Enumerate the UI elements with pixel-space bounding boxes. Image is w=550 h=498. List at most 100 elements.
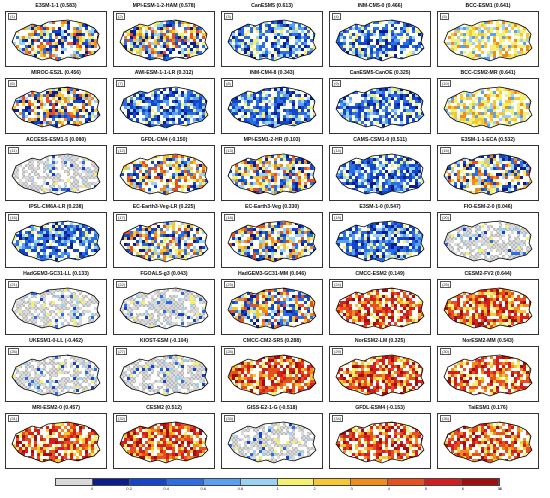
panel-model-name: CAMS-CSM1-0 <box>353 137 390 143</box>
plateau-map <box>227 287 317 330</box>
map-frame: (17) <box>113 212 215 268</box>
panel-model-name: EC-Earth3-Veg <box>245 204 282 210</box>
panel-model-name: FIO-ESM-2-0 <box>463 204 495 210</box>
plateau-outline <box>119 19 209 62</box>
panel-number: (19) <box>332 214 344 221</box>
legend-tick-label: 2 <box>313 486 316 491</box>
plateau-outline <box>11 86 101 129</box>
plateau-outline <box>335 86 425 129</box>
plateau-outline <box>11 220 101 263</box>
map-panel: CanESM5-CanOE (0.325) (9) <box>328 69 432 135</box>
panel-score: (-0.462) <box>63 338 83 344</box>
map-frame: (32) <box>113 413 215 469</box>
panel-score: (0.133) <box>70 271 89 277</box>
panel-title: INM-CM5-0 (0.466) <box>328 2 432 10</box>
map-panel: INM-CM5-0 (0.466) (4) <box>328 2 432 68</box>
plateau-map <box>119 153 209 196</box>
panel-title: EC-Earth3-Veg-LR (0.225) <box>112 203 216 211</box>
map-panel: CESM2-FV2 (0.644) (25) <box>436 270 540 336</box>
color-legend: 0 0.2 0.4 0.6 0.8 1 2 3 4 5 6 8 10 <box>55 478 502 491</box>
plateau-map <box>227 421 317 464</box>
panel-model-name: UKESM1-0-LL <box>29 338 64 344</box>
panel-score: (0.330) <box>281 204 299 210</box>
panel-model-name: BCC-ESM1 <box>465 3 493 9</box>
plateau-outline <box>119 287 209 330</box>
panel-number: (6) <box>8 80 17 87</box>
panel-score: (0.343) <box>276 70 295 76</box>
map-frame: (16) <box>5 212 107 268</box>
panel-score: (0.466) <box>384 3 403 9</box>
legend-swatch <box>203 479 241 485</box>
panel-number: (21) <box>8 281 20 288</box>
panel-number: (30) <box>440 348 452 355</box>
map-frame: (22) <box>113 279 215 335</box>
legend-tick-label: 8 <box>498 486 502 491</box>
panel-model-name: AWI-ESM-1-1-LR <box>134 70 176 76</box>
plateau-outline <box>119 421 209 464</box>
plateau-outline <box>335 220 425 263</box>
panel-score: (-0.104) <box>168 338 189 344</box>
plateau-map <box>11 287 101 330</box>
panel-number: (24) <box>332 281 344 288</box>
map-frame: (11) <box>5 145 107 201</box>
panel-title: NorESM2-LM (0.325) <box>328 337 432 345</box>
panel-model-name: FGOALS-g3 <box>140 271 170 277</box>
panel-number: (15) <box>440 147 452 154</box>
plateau-outline <box>443 354 533 397</box>
panel-number: (10) <box>440 80 452 87</box>
panel-number: (14) <box>332 147 344 154</box>
plateau-map <box>335 354 425 397</box>
panel-title: GISS-E2-1-G (-0.518) <box>220 404 324 412</box>
panel-title: BCC-ESM1 (0.641) <box>436 2 540 10</box>
plateau-map <box>443 354 533 397</box>
plateau-map <box>119 287 209 330</box>
plateau-outline <box>11 287 101 330</box>
plateau-outline <box>335 287 425 330</box>
panel-score: (0.288) <box>283 338 301 344</box>
panel-score: (0.641) <box>497 70 516 76</box>
map-panel: HadGEM3-GC31-MM (0.046) (23) <box>220 270 324 336</box>
plateau-outline <box>335 421 425 464</box>
plateau-map <box>335 287 425 330</box>
panel-score: (0.312) <box>175 70 194 76</box>
panel-number: (29) <box>332 348 344 355</box>
panel-number: (7) <box>116 80 125 87</box>
panel-model-name: MPI-ESM1-2-HR <box>243 137 283 143</box>
plateau-map <box>119 19 209 62</box>
map-frame: (4) <box>329 11 431 67</box>
plateau-map <box>11 421 101 464</box>
panel-number: (32) <box>116 415 128 422</box>
map-frame: (23) <box>221 279 323 335</box>
panel-number: (8) <box>224 80 233 87</box>
map-frame: (12) <box>113 145 215 201</box>
panel-model-name: GFDL-ESM4 <box>355 405 386 411</box>
map-panel: GISS-E2-1-G (-0.518) (33) <box>220 404 324 470</box>
plateau-outline <box>227 86 317 129</box>
map-panel: MIROC-ES2L (0.456) (6) <box>4 69 108 135</box>
map-panel: GFDL-CM4 (-0.150) (12) <box>112 136 216 202</box>
panel-number: (11) <box>8 147 19 154</box>
panel-score: (0.043) <box>169 271 188 277</box>
map-panel: GFDL-ESM4 (-0.153) (34) <box>328 404 432 470</box>
map-panel: UKESM1-0-LL (-0.462) (26) <box>4 337 108 403</box>
panel-model-name: MIROC-ES2L <box>31 70 63 76</box>
panel-title: UKESM1-0-LL (-0.462) <box>4 337 108 345</box>
panel-number: (35) <box>440 415 452 422</box>
plateau-outline <box>119 86 209 129</box>
plateau-outline <box>443 421 533 464</box>
legend-tick-label: 6 <box>461 486 465 491</box>
panel-model-name: NorESM2-LM <box>354 338 388 344</box>
legend-swatch <box>166 479 204 485</box>
panel-score: (0.578) <box>177 3 196 9</box>
panel-score: (0.225) <box>177 204 196 210</box>
plateau-outline <box>11 421 101 464</box>
panel-model-name: INM-CM5-0 <box>357 3 385 9</box>
panel-title: FGOALS-g3 (0.043) <box>112 270 216 278</box>
plateau-outline <box>227 287 317 330</box>
plateau-outline <box>227 19 317 62</box>
panel-score: (-0.153) <box>385 405 405 411</box>
plateau-map <box>443 86 533 129</box>
map-frame: (14) <box>329 145 431 201</box>
map-frame: (18) <box>221 212 323 268</box>
panel-model-name: KIOST-ESM <box>139 338 169 344</box>
